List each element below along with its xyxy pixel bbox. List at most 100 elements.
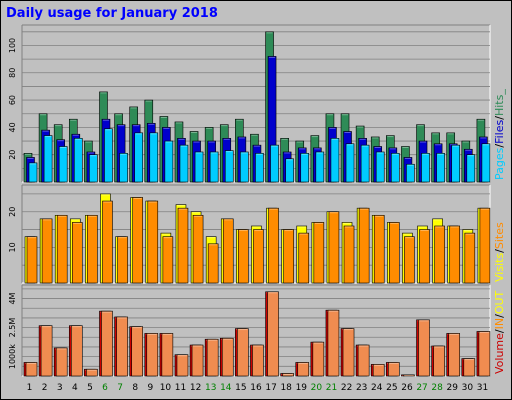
pages-bar bbox=[406, 163, 415, 183]
hits_panel-legend-part: Hits_ bbox=[493, 89, 506, 116]
in-bar-face bbox=[101, 310, 113, 377]
sites-bar-face bbox=[373, 214, 385, 284]
in-bar bbox=[372, 364, 385, 377]
in-bar bbox=[297, 362, 310, 377]
sites-bar bbox=[87, 214, 98, 284]
sites-bar bbox=[434, 225, 445, 284]
visits-panel: 10 20 bbox=[8, 184, 491, 284]
in-bar bbox=[267, 291, 279, 377]
in-bar bbox=[176, 354, 189, 377]
in-bar bbox=[70, 325, 83, 377]
sites-bar bbox=[328, 211, 340, 284]
x-tick-label: 6 bbox=[102, 383, 108, 393]
hits_panel-legend-part: Files bbox=[493, 119, 506, 143]
sites-bar bbox=[102, 200, 113, 284]
sites-bar-face bbox=[434, 225, 445, 284]
volume_panel-legend-part: OUT bbox=[493, 290, 506, 314]
pages-bar-face bbox=[28, 162, 38, 183]
sites-bar-face bbox=[479, 207, 491, 284]
pages-bar-face bbox=[330, 138, 340, 183]
pages-bar bbox=[149, 132, 159, 183]
pages-bar-face bbox=[179, 144, 189, 183]
pages-bar bbox=[270, 144, 279, 183]
x-tick-label: 20 bbox=[311, 383, 323, 393]
pages-bar bbox=[285, 158, 294, 183]
in-bar-face bbox=[282, 373, 294, 377]
in-bar bbox=[282, 373, 294, 377]
hits-tick-label: 60 bbox=[8, 95, 17, 105]
in-bar-face bbox=[267, 291, 279, 377]
sites-bar-face bbox=[464, 232, 476, 284]
sites-bar bbox=[41, 218, 53, 284]
pages-bar-face bbox=[240, 151, 249, 183]
in-bar bbox=[403, 374, 415, 377]
x-tick-label: 28 bbox=[431, 383, 443, 393]
sites-bar bbox=[449, 225, 461, 284]
in-bar-face bbox=[131, 326, 143, 377]
sites-bar-face bbox=[26, 236, 38, 284]
pages-bar-face bbox=[58, 146, 68, 183]
pages-bar-face bbox=[436, 153, 445, 183]
in-bar bbox=[388, 362, 400, 377]
sites-bar-face bbox=[328, 211, 340, 284]
pages-bar bbox=[28, 162, 38, 183]
sites-bar bbox=[298, 232, 310, 284]
sites-bar bbox=[404, 236, 415, 284]
hits_panel-legend-part: / bbox=[493, 116, 506, 120]
pages-bar-face bbox=[164, 140, 174, 183]
volume-panel: 1000k 2.5M 4M bbox=[8, 284, 491, 377]
sites-bar bbox=[389, 222, 400, 284]
x-tick-label: 27 bbox=[416, 383, 427, 393]
pages-bar bbox=[240, 151, 249, 183]
sites-bar bbox=[358, 207, 370, 284]
visits_panel-legend-part: Visits bbox=[493, 253, 506, 282]
sites-bar-face bbox=[419, 229, 430, 284]
pages-bar-face bbox=[360, 144, 370, 183]
volume_panel-legend-part: Volume bbox=[493, 333, 506, 374]
in-bar-face bbox=[116, 316, 128, 377]
in-bar bbox=[55, 347, 68, 377]
x-tick-label: 19 bbox=[296, 383, 308, 393]
pages-bar bbox=[436, 153, 445, 183]
in-bar bbox=[206, 338, 219, 377]
in-bar-face bbox=[252, 344, 264, 377]
pages-bar-face bbox=[224, 150, 234, 183]
pages-bar-face bbox=[421, 153, 430, 183]
volume-tick-label: 4M bbox=[8, 292, 17, 304]
in-bar bbox=[116, 316, 128, 377]
hits-panel: 20 40 60 80 100 bbox=[8, 24, 491, 183]
volume-tick-label: 1000k bbox=[8, 344, 17, 369]
x-tick-label: 21 bbox=[326, 383, 337, 393]
sites-bar bbox=[313, 222, 325, 284]
pages-bar bbox=[330, 138, 340, 183]
pages-bar bbox=[194, 151, 204, 183]
sites-bar-face bbox=[404, 236, 415, 284]
sites-bar bbox=[373, 214, 385, 284]
hits-tick-label: 20 bbox=[8, 150, 17, 160]
sites-bar bbox=[207, 243, 219, 284]
x-tick-label: 1 bbox=[27, 383, 33, 393]
sites-bar bbox=[238, 229, 249, 284]
pages-bar bbox=[391, 153, 400, 183]
x-tick-label: 14 bbox=[220, 383, 232, 393]
sites-bar bbox=[464, 232, 476, 284]
in-bar-face bbox=[297, 362, 310, 377]
x-tick-label: 24 bbox=[371, 383, 383, 393]
pages-bar-face bbox=[104, 128, 113, 183]
pages-bar bbox=[345, 143, 355, 183]
pages-bar bbox=[375, 151, 385, 183]
sites-bar-face bbox=[102, 200, 113, 284]
sites-bar-face bbox=[313, 222, 325, 284]
chart-title: Daily usage for January 2018 bbox=[6, 6, 218, 21]
sites-bar bbox=[268, 207, 279, 284]
in-bar-face bbox=[40, 325, 53, 377]
visits_panel-legend-part: / bbox=[493, 249, 506, 253]
in-bar bbox=[161, 333, 174, 377]
x-tick-label: 18 bbox=[280, 383, 292, 393]
in-bar bbox=[418, 319, 430, 377]
sites-bar bbox=[253, 229, 264, 284]
hits-tick-label: 100 bbox=[8, 38, 17, 53]
pages-bar-face bbox=[119, 153, 128, 183]
pages-bar bbox=[300, 153, 310, 183]
sites-bar-face bbox=[87, 214, 98, 284]
